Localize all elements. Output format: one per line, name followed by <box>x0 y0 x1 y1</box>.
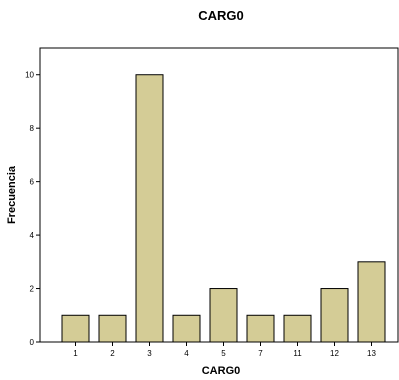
bar-3 <box>135 74 164 343</box>
bar-2 <box>98 314 127 343</box>
x-tick-label: 4 <box>184 349 189 358</box>
x-axis-label: CARG0 <box>202 365 241 377</box>
y-tick-label: 6 <box>30 178 35 187</box>
y-tick-label: 10 <box>25 71 34 80</box>
x-tick-label: 12 <box>330 349 339 358</box>
bars <box>61 74 386 343</box>
x-axis-ticks: 1 2 3 4 5 7 11 12 13 <box>73 342 376 358</box>
y-tick-label: 0 <box>30 338 35 347</box>
bar-11 <box>283 314 312 343</box>
bar-5 <box>209 288 238 343</box>
y-axis-ticks: 0 2 4 6 8 10 <box>25 71 40 347</box>
x-tick-label: 2 <box>110 349 115 358</box>
y-axis-label: Frecuencia <box>6 165 18 224</box>
y-tick-label: 8 <box>30 124 35 133</box>
y-tick-label: 2 <box>30 285 35 294</box>
y-tick-label: 4 <box>30 231 35 240</box>
bar-1 <box>61 314 90 343</box>
bar-4 <box>172 314 201 343</box>
x-tick-label: 13 <box>367 349 376 358</box>
x-tick-label: 5 <box>221 349 226 358</box>
x-tick-label: 7 <box>258 349 263 358</box>
bar-12 <box>320 288 349 343</box>
bar-13 <box>357 261 386 343</box>
x-tick-label: 11 <box>293 349 302 358</box>
bar-7 <box>246 314 275 343</box>
chart-title: CARG0 <box>198 8 244 23</box>
x-tick-label: 3 <box>147 349 152 358</box>
x-tick-label: 1 <box>73 349 78 358</box>
